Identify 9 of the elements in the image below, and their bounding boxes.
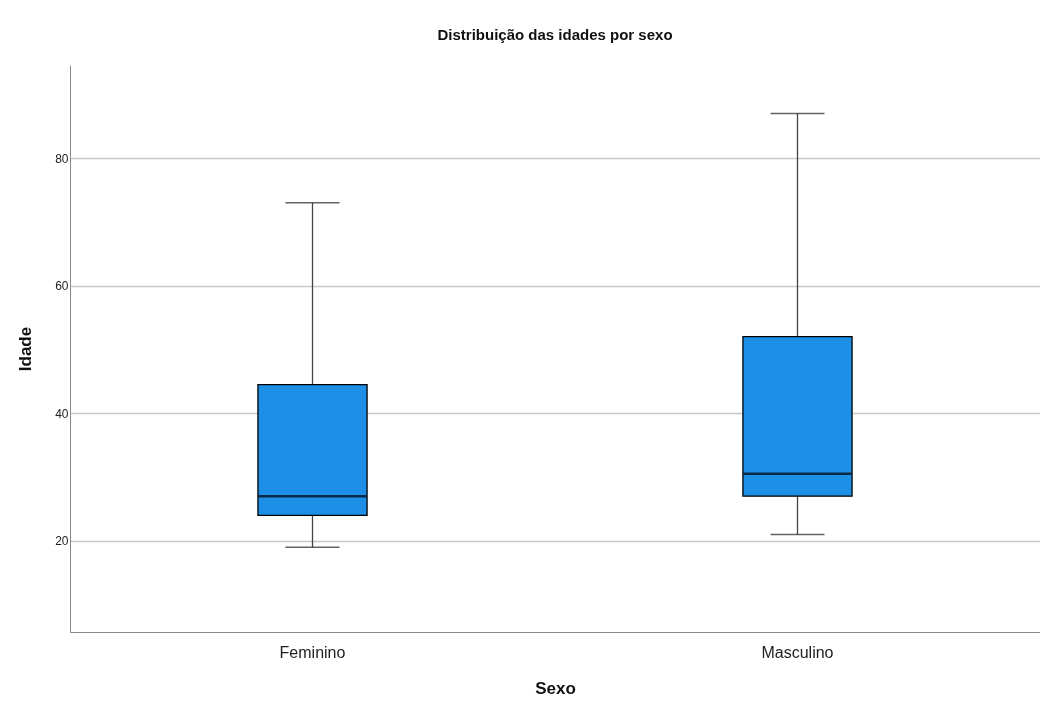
y-axis-title: Idade bbox=[16, 326, 36, 372]
y-tick-label: 20 bbox=[55, 534, 69, 549]
x-tick-label: Feminino bbox=[279, 643, 346, 661]
x-tick-label: Masculino bbox=[761, 643, 834, 661]
chart-title: Distribuição das idades por sexo bbox=[437, 26, 673, 43]
y-tick-label: 60 bbox=[55, 279, 69, 294]
x-axis-title: Sexo bbox=[535, 678, 576, 698]
y-tick-label: 40 bbox=[55, 406, 69, 421]
y-tick-label: 80 bbox=[55, 151, 69, 166]
